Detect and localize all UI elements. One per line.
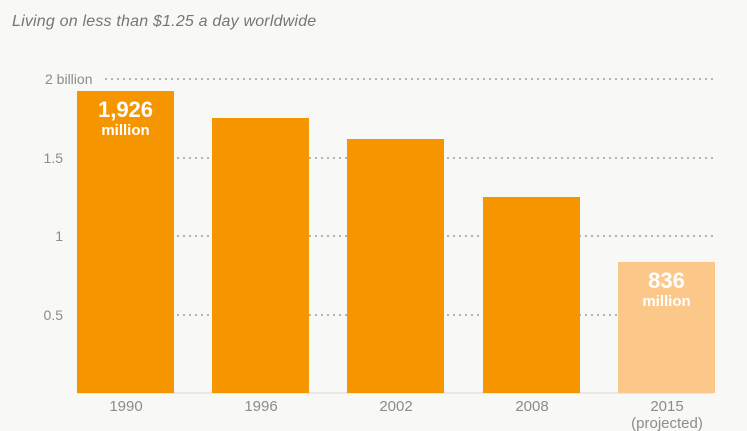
bar-2002 [347, 139, 444, 393]
x-axis-label-projected-note: (projected) [631, 415, 703, 431]
x-axis-label-year: 2015 [650, 398, 684, 415]
y-axis-tick-label-2: 2 billion [45, 71, 93, 87]
x-axis-label-2015: 2015 (projected) [607, 398, 727, 431]
x-axis-label-2008: 2008 [472, 398, 592, 415]
x-axis-label-year: 2008 [515, 398, 549, 415]
bar-2015: 836 million [618, 262, 715, 393]
bar-value-unit: million [101, 122, 150, 139]
bar-value-label: 836 [648, 268, 685, 293]
x-axis-label-1996: 1996 [201, 398, 321, 415]
x-axis-label-1990: 1990 [66, 398, 186, 415]
x-axis-label-year: 1996 [244, 398, 278, 415]
bar-2008 [483, 197, 580, 393]
x-axis-label-year: 2002 [379, 398, 413, 415]
x-axis-label-year: 1990 [109, 398, 143, 415]
x-axis-label-2002: 2002 [336, 398, 456, 415]
y-axis-tick-label-0.5: 0.5 [43, 307, 63, 323]
y-axis-tick-label-1.5: 1.5 [43, 150, 63, 166]
bar-1990: 1,926 million [77, 91, 174, 393]
bar-value-unit: million [642, 293, 691, 310]
chart-title: Living on less than $1.25 a day worldwid… [12, 13, 317, 30]
bar-1996 [212, 118, 309, 393]
bar-value-label: 1,926 [97, 97, 154, 122]
gridline-2 [105, 78, 713, 80]
y-axis-tick-label-1: 1 [55, 228, 63, 244]
x-axis-baseline [77, 392, 713, 394]
